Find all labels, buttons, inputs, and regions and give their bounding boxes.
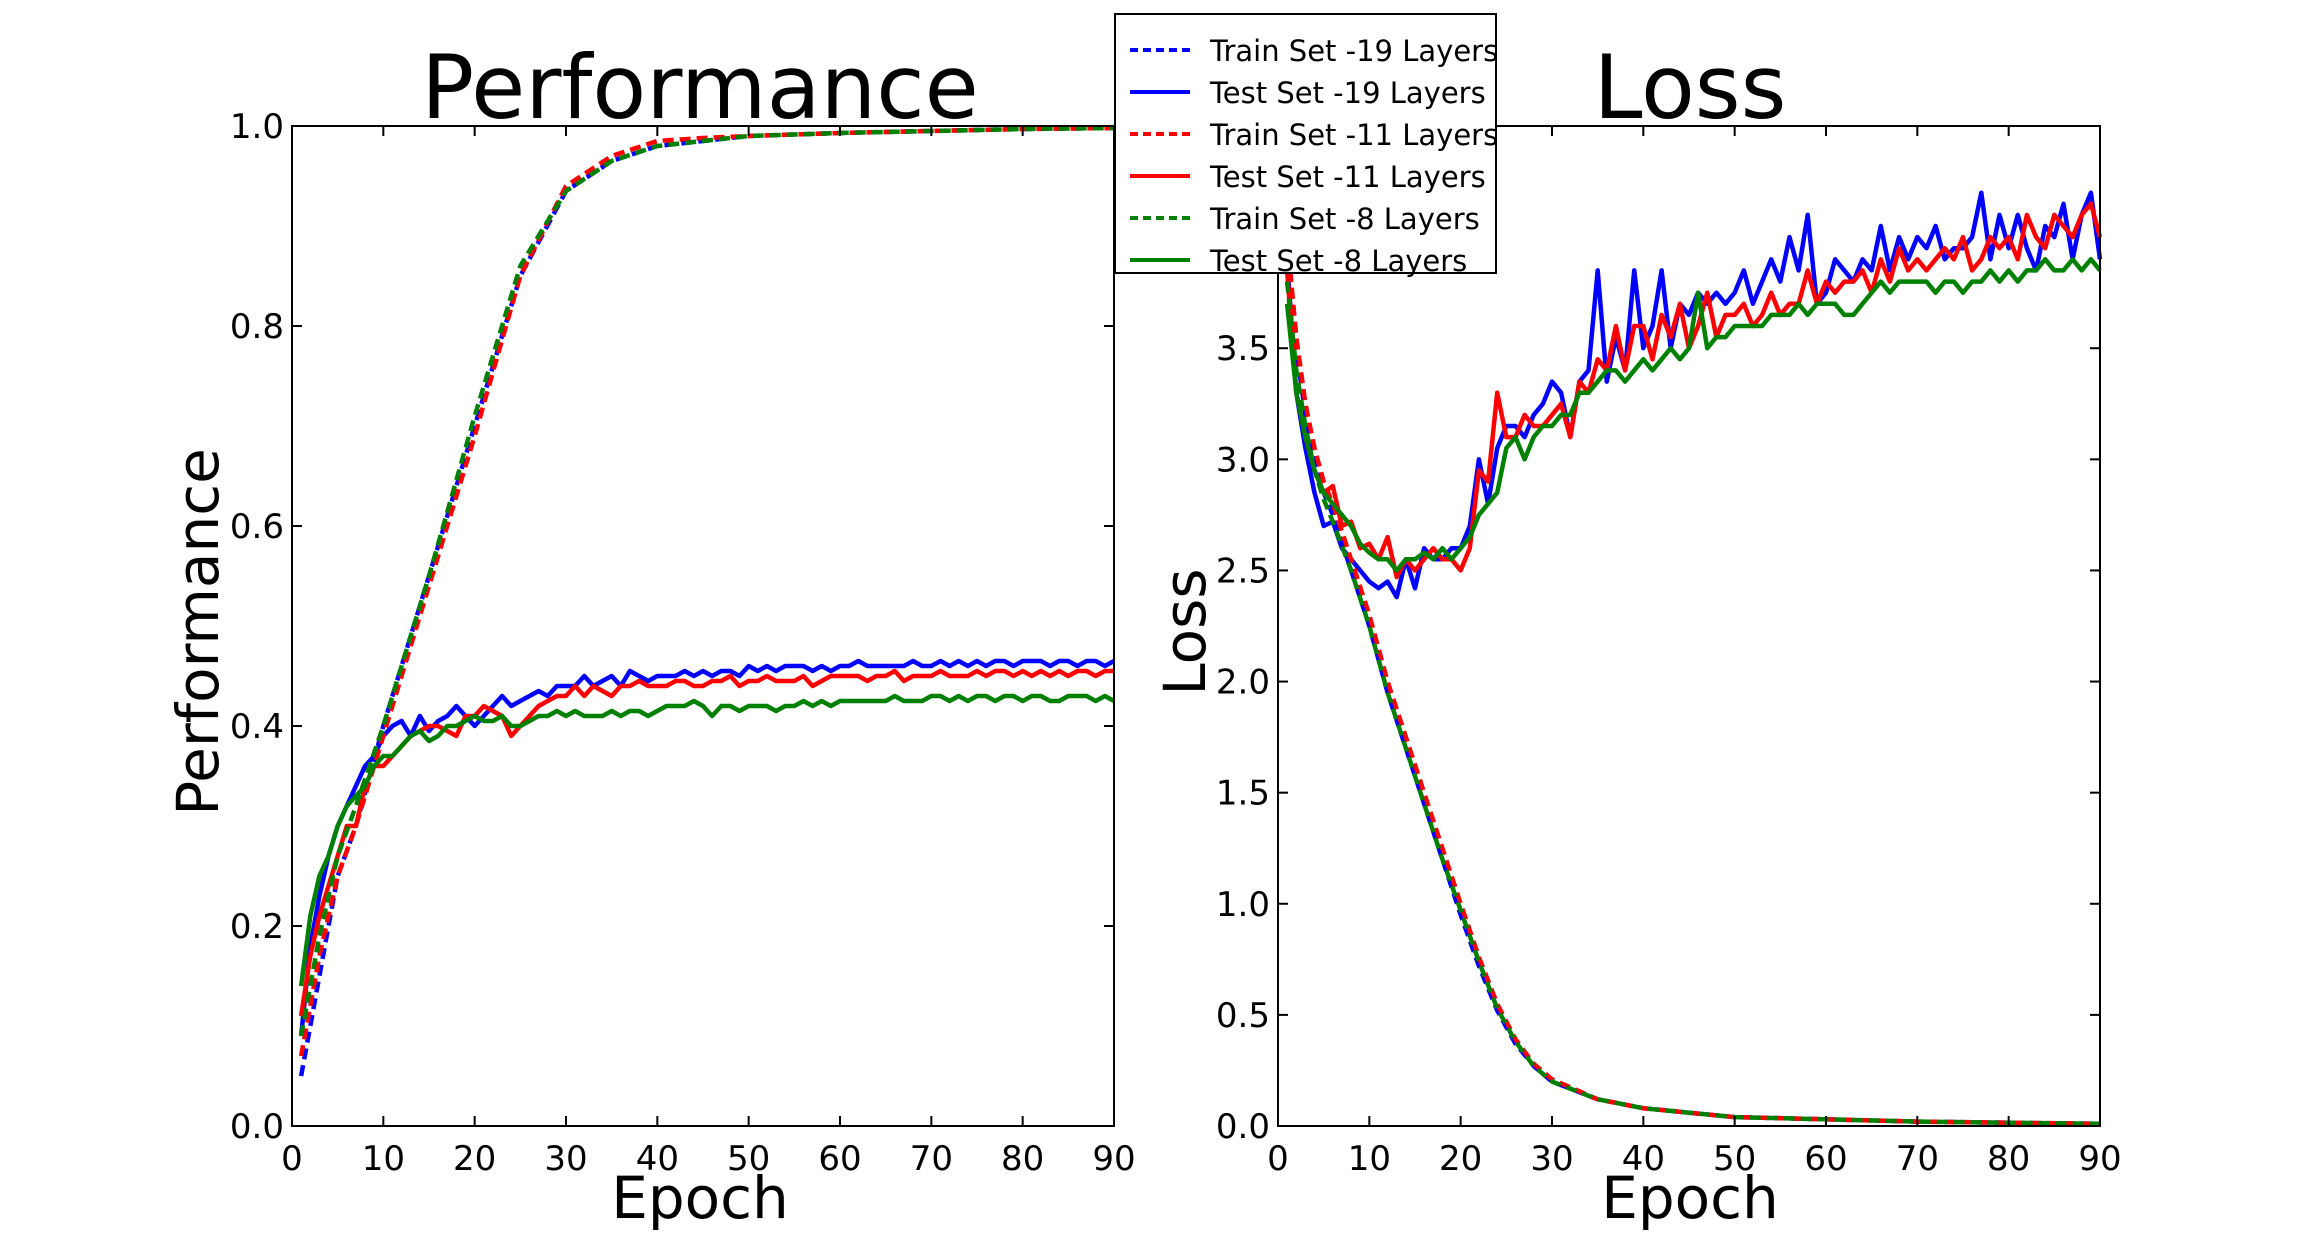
loss-xtick-label-6: 60 <box>1804 1139 1847 1179</box>
performance-plot-frame <box>291 125 1115 1127</box>
loss-ylabel: Loss <box>1151 568 1219 695</box>
legend-swatch-test-8 <box>1130 258 1190 262</box>
legend-item-test-11: Test Set -11 Layers <box>1130 157 1490 199</box>
legend-item-test-19: Test Set -19 Layers <box>1130 73 1490 115</box>
loss-xtick-label-5: 50 <box>1713 1139 1756 1179</box>
performance-series-test-set-8-layers <box>298 693 1116 987</box>
loss-ytick-label-3: 1.5 <box>1216 774 1270 814</box>
performance-xtick-label-3: 30 <box>544 1139 587 1179</box>
loss-ytick-label-6: 3.0 <box>1216 440 1270 480</box>
performance-ytick-label-5: 1.0 <box>230 107 284 147</box>
loss-series-train-set-19-layers <box>1284 236 2101 1127</box>
legend-item-train-8: Train Set -8 Layers <box>1130 199 1490 241</box>
performance-ytick-label-4: 0.8 <box>230 307 284 347</box>
performance-xtick-label-4: 40 <box>636 1139 679 1179</box>
loss-tick-layer: 0 10 20 30 40 50 60 70 80 90 0.0 0.5 1.0 1.5 2.0 2.5 3.0… <box>1216 126 2122 1179</box>
performance-xtick-label-7: 70 <box>910 1139 953 1179</box>
loss-series-test-set-8-layers <box>1284 257 2102 573</box>
performance-ylabel: Performance <box>164 448 232 816</box>
loss-xtick-label-2: 20 <box>1439 1139 1482 1179</box>
loss-ytick-label-0: 0.0 <box>1216 1107 1270 1147</box>
performance-xtick-label-9: 90 <box>1092 1139 1135 1179</box>
loss-series-train-set-11-layers <box>1284 236 2101 1127</box>
performance-tick-layer: 0 10 20 30 40 50 60 70 80 90 0.0 0.2 0.4 0.6 0.8 1.0 <box>230 107 1136 1179</box>
performance-ytick-label-0: 0.0 <box>230 1107 284 1147</box>
legend-swatch-test-11 <box>1130 174 1190 178</box>
legend-label-test-19: Test Set -19 Layers <box>1210 76 1486 110</box>
performance-xtick-label-6: 60 <box>818 1139 861 1179</box>
loss-ytick-label-5: 2.5 <box>1216 551 1270 591</box>
loss-xtick-label-7: 70 <box>1896 1139 1939 1179</box>
performance-ytick-label-2: 0.4 <box>230 707 284 747</box>
loss-title: Loss <box>1593 36 1786 139</box>
loss-ytick-label-7: 3.5 <box>1216 329 1270 369</box>
loss-xtick-label-3: 30 <box>1530 1139 1573 1179</box>
legend-label-train-11: Train Set -11 Layers <box>1210 118 1499 152</box>
performance-series-test-set-19-layers <box>298 658 1116 1037</box>
loss-series-test-set-11-layers <box>1284 201 2103 580</box>
loss-ytick-label-2: 1.0 <box>1216 885 1270 925</box>
legend-label-test-8: Test Set -8 Layers <box>1210 244 1468 278</box>
performance-xtick-label-8: 80 <box>1001 1139 1044 1179</box>
legend-swatch-train-19 <box>1130 48 1190 52</box>
legend: Train Set -19 Layers Test Set -19 Layers… <box>1114 13 1498 278</box>
loss-xtick-label-9: 90 <box>2078 1139 2121 1179</box>
legend-label-train-19: Train Set -19 Layers <box>1210 34 1499 68</box>
loss-series-layer <box>1284 190 2103 1127</box>
loss-panel: Loss Epoch Loss 0 10 20 30 40 50 60 70 80 90 0.0 0.… <box>1151 36 2122 1232</box>
loss-xtick-label-8: 80 <box>1987 1139 2030 1179</box>
performance-xtick-label-1: 10 <box>362 1139 405 1179</box>
performance-title: Performance <box>421 36 979 139</box>
loss-xlabel: Epoch <box>1601 1164 1779 1232</box>
legend-swatch-train-11 <box>1130 132 1190 136</box>
legend-item-train-19: Train Set -19 Layers <box>1130 31 1498 73</box>
loss-ytick-label-1: 0.5 <box>1216 996 1270 1036</box>
loss-xtick-label-1: 10 <box>1348 1139 1391 1179</box>
legend-item-train-11: Train Set -11 Layers <box>1130 115 1498 157</box>
legend-swatch-test-19 <box>1130 90 1190 94</box>
loss-xtick-label-4: 40 <box>1622 1139 1665 1179</box>
performance-xtick-label-0: 0 <box>281 1139 303 1179</box>
performance-xtick-label-5: 50 <box>727 1139 770 1179</box>
loss-plot-frame <box>1277 125 2101 1127</box>
loss-series-train-set-8-layers <box>1284 281 2101 1127</box>
loss-xtick-label-0: 0 <box>1267 1139 1289 1179</box>
performance-series-test-set-11-layers <box>298 668 1114 1017</box>
loss-ytick-label-4: 2.0 <box>1216 663 1270 703</box>
performance-series-train-set-8-layers <box>298 125 1115 1037</box>
legend-label-test-11: Test Set -11 Layers <box>1210 160 1486 194</box>
performance-xlabel: Epoch <box>611 1164 789 1232</box>
performance-ytick-label-1: 0.2 <box>230 907 284 947</box>
performance-xtick-label-2: 20 <box>453 1139 496 1179</box>
legend-label-train-8: Train Set -8 Layers <box>1210 202 1480 236</box>
performance-ytick-label-3: 0.6 <box>230 507 284 547</box>
legend-item-test-8: Test Set -8 Layers <box>1130 241 1490 283</box>
performance-series-layer <box>298 125 1116 1077</box>
legend-swatch-train-8 <box>1130 216 1190 220</box>
performance-panel: Performance Epoch Performance 0 10 20 30 40 5… <box>164 36 1136 1232</box>
